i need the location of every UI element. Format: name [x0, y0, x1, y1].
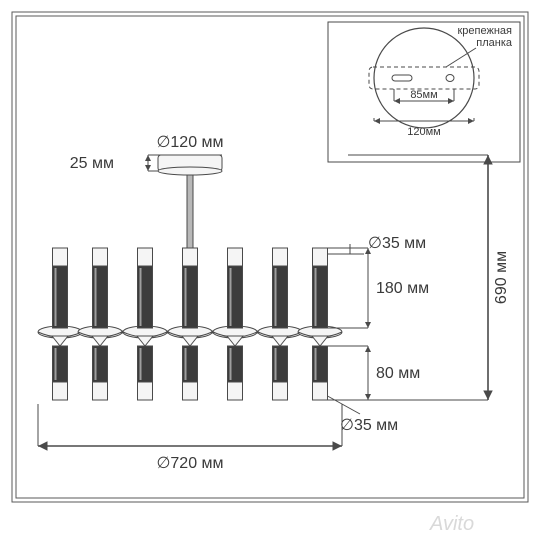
candle	[38, 248, 82, 400]
canopy-dia-label: ∅120 мм	[156, 134, 223, 151]
lower-dia-label: ∅35 мм	[340, 417, 398, 434]
inset-dim-120: 120мм	[407, 126, 440, 138]
candle	[78, 248, 122, 400]
lower-h-label: 80 мм	[376, 365, 420, 382]
candle	[123, 248, 167, 400]
candle	[298, 248, 342, 400]
candle	[258, 248, 302, 400]
canopy-h-label: 25 мм	[70, 155, 114, 172]
inset-dim-85: 85мм	[410, 89, 437, 101]
watermark: Avito	[429, 513, 474, 535]
candle	[213, 248, 257, 400]
diagram-canvas: крепежнаяпланка 85мм 120мм ∅120 мм 25 мм ∅35 …	[0, 0, 540, 540]
mount-bar-label1: крепежная	[457, 25, 512, 37]
upper-h-label: 180 мм	[376, 280, 429, 297]
mount-bar-label2: планка	[476, 37, 513, 49]
overall-height-label: 690 мм	[493, 251, 510, 304]
overall-width-label: ∅720 мм	[156, 455, 223, 472]
candle	[168, 248, 212, 400]
upper-dia-label: ∅35 мм	[368, 235, 426, 252]
